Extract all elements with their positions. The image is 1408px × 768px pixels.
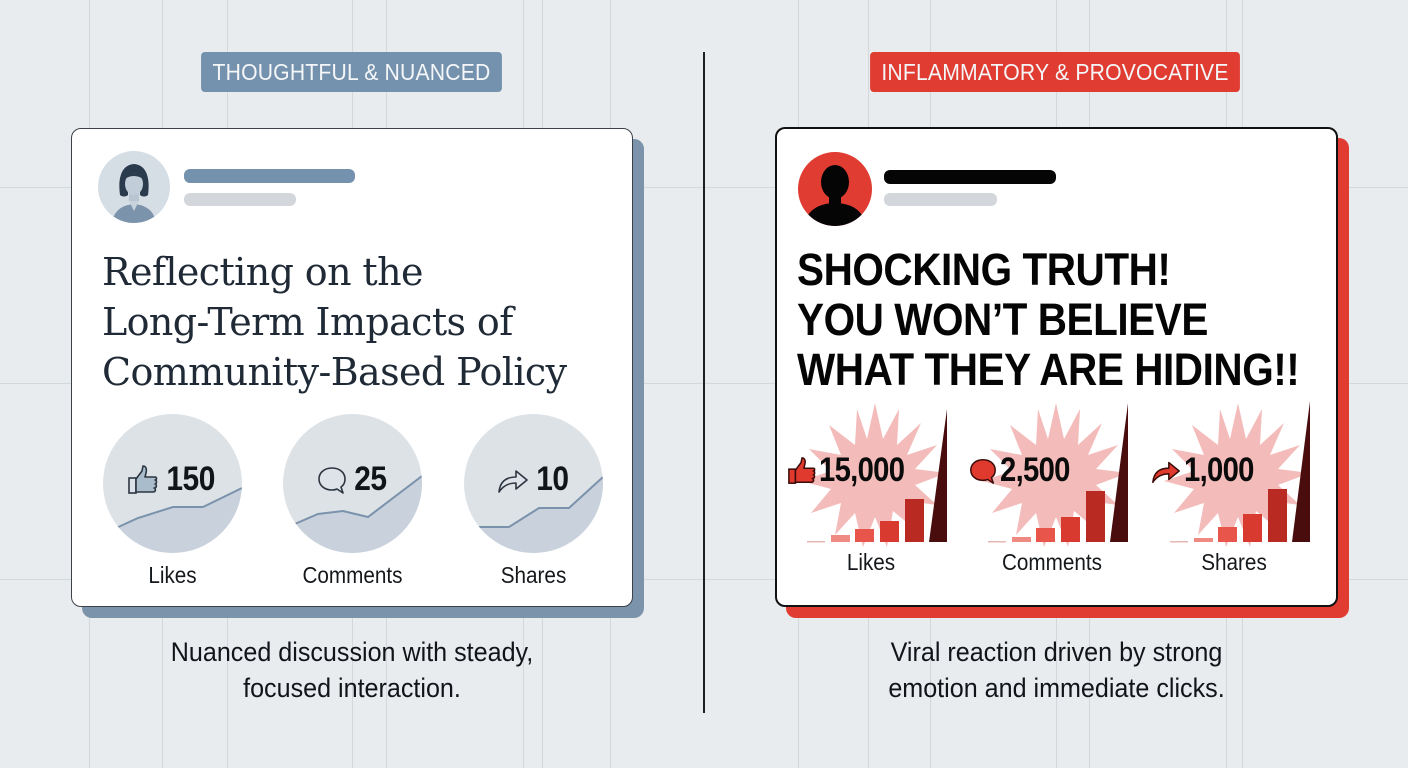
comment-bubble-icon <box>318 466 346 494</box>
stat-shares: 10 Shares <box>464 414 604 604</box>
inflammatory-post-card: SHOCKING TRUTH! YOU WON’T BELIEVE WHAT T… <box>775 127 1338 607</box>
center-divider <box>703 52 705 713</box>
thumbs-up-icon <box>788 456 816 484</box>
stat-circle <box>464 414 603 553</box>
stat-circle <box>103 414 242 553</box>
thoughtful-headline: Reflecting on the Long-Term Impacts of C… <box>102 250 567 394</box>
thoughtful-caption: Nuanced discussion with steady, focused … <box>170 637 534 703</box>
comment-bubble-icon <box>970 458 996 484</box>
inflammatory-caption: Viral reaction driven by strong emotion … <box>888 637 1225 703</box>
starburst-chart-icon <box>1164 401 1310 547</box>
female-user-avatar-icon <box>98 151 170 223</box>
inflammatory-badge: INFLAMMATORY & PROVOCATIVE <box>870 52 1240 92</box>
author-meta-placeholder <box>884 193 997 206</box>
author-name-placeholder <box>184 169 355 183</box>
author-name-placeholder <box>884 170 1056 184</box>
share-arrow-icon <box>498 469 528 493</box>
share-arrow-icon <box>1152 461 1180 483</box>
stat-likes: 150 Likes <box>103 414 243 604</box>
stat-circle <box>283 414 422 553</box>
user-silhouette-avatar-icon <box>798 152 872 226</box>
thoughtful-post-card: Reflecting on the Long-Term Impacts of C… <box>71 128 633 607</box>
thumbs-up-icon <box>128 464 158 494</box>
viral-stat-comments: 2,500 Comments <box>970 401 1132 591</box>
viral-stat-likes: 15,000 Likes <box>788 401 951 591</box>
stat-comments: 25 Comments <box>283 414 423 604</box>
starburst-chart-icon <box>982 403 1128 547</box>
thoughtful-badge: THOUGHTFUL & NUANCED <box>201 52 502 92</box>
author-meta-placeholder <box>184 193 296 206</box>
starburst-chart-icon <box>801 403 947 547</box>
viral-stat-shares: 1,000 Shares <box>1152 401 1314 591</box>
inflammatory-headline: SHOCKING TRUTH! YOU WON’T BELIEVE WHAT T… <box>797 244 1300 395</box>
